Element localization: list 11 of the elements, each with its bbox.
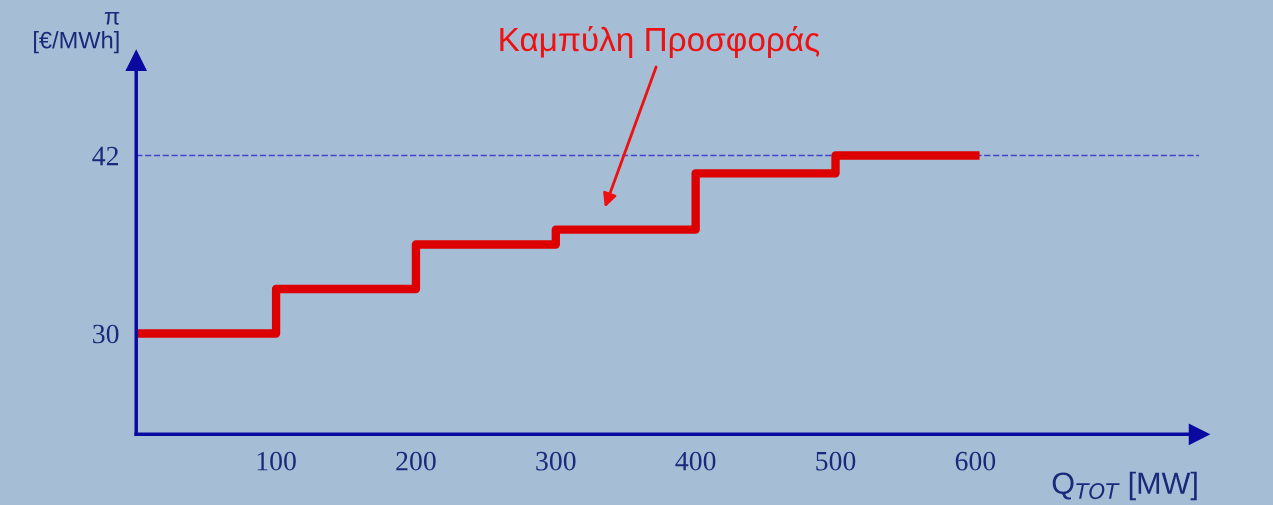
y-tick-label: 42 [92,146,119,166]
x-tick-label: 200 [396,451,436,471]
x-tick-label: 600 [955,451,996,471]
y-tick-label: 30 [93,324,119,344]
x-tick-label: 100 [257,451,296,471]
y-axis-title: π [€/MWh] [34,12,120,54]
x-tick-label: 300 [536,451,576,471]
x-tick-label: 500 [816,451,856,471]
x-tick-label: 400 [675,451,716,471]
x-axis-title: Q$_{TOT}$ [MW] [1052,471,1197,501]
text: Καμπύλη Προσφοράς [500,25,820,58]
